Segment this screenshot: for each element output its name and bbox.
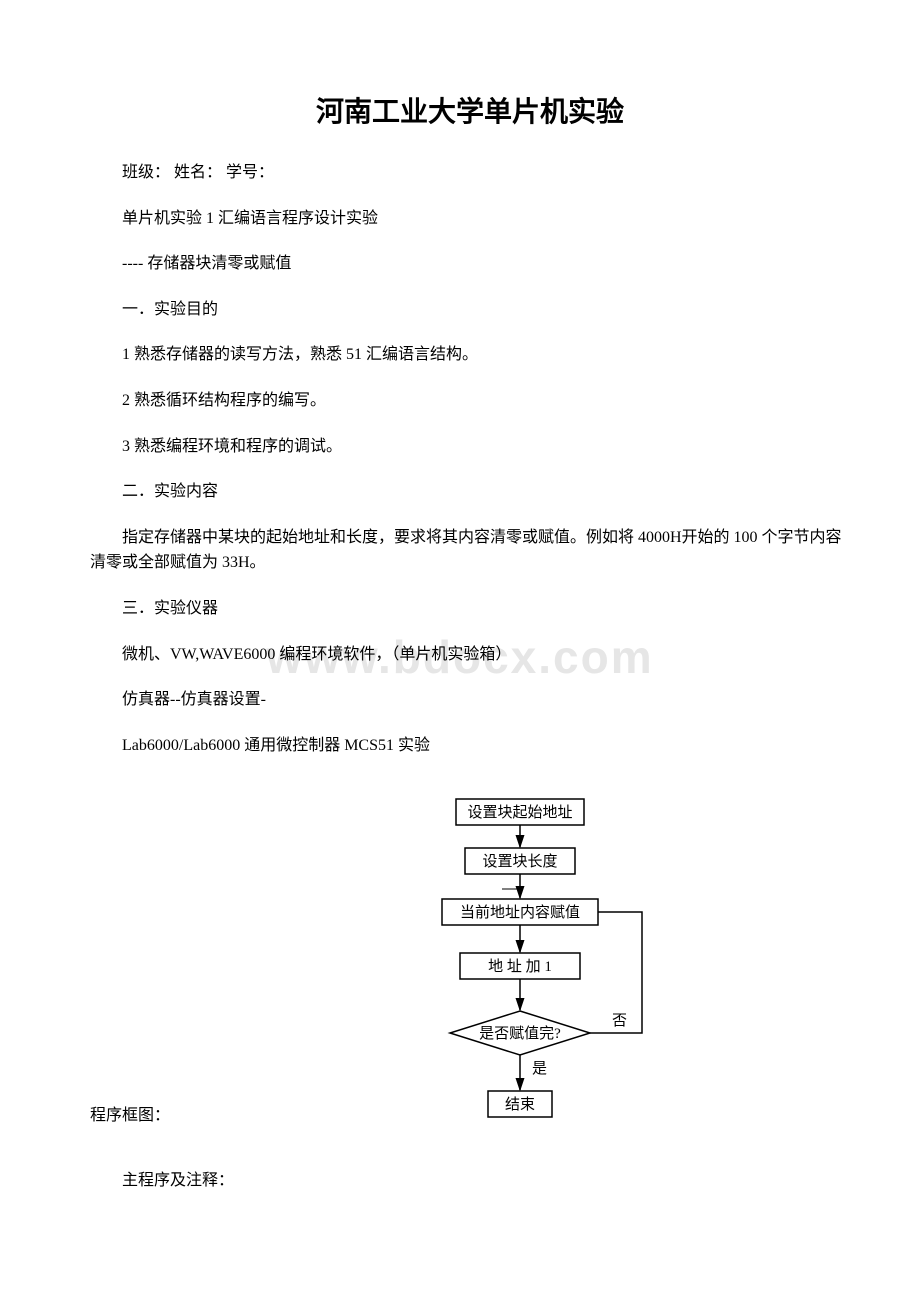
section-1-heading: 一．实验目的 xyxy=(90,297,850,323)
svg-text:当前地址内容赋值: 当前地址内容赋值 xyxy=(460,904,580,921)
svg-text:设置块长度: 设置块长度 xyxy=(483,853,558,870)
experiment-subtitle: ---- 存储器块清零或赋值 xyxy=(90,251,850,277)
instrument-3: Lab6000/Lab6000 通用微控制器 MCS51 实验 xyxy=(90,733,850,759)
instrument-1: 微机、VW,WAVE6000 编程环境软件，（单片机实验箱） xyxy=(90,642,850,668)
svg-text:否: 否 xyxy=(612,1013,627,1029)
content-body: 指定存储器中某块的起始地址和长度，要求将其内容清零或赋值。例如将 4000H开始… xyxy=(90,525,850,576)
svg-text:地 址 加 1: 地 址 加 1 xyxy=(488,958,552,975)
svg-text:设置块起始地址: 设置块起始地址 xyxy=(468,804,573,821)
section-3-heading: 三．实验仪器 xyxy=(90,596,850,622)
svg-text:结束: 结束 xyxy=(505,1096,535,1113)
page-title: 河南工业大学单片机实验 xyxy=(90,90,850,130)
instrument-2: 仿真器--仿真器设置- xyxy=(90,687,850,713)
flowchart-label: 程序框图： xyxy=(90,1103,170,1129)
main-program-label: 主程序及注释： xyxy=(90,1168,850,1194)
svg-text:是否赋值完?: 是否赋值完? xyxy=(479,1025,561,1042)
svg-text:是: 是 xyxy=(532,1061,547,1077)
goal-3: 3 熟悉编程环境和程序的调试。 xyxy=(90,434,850,460)
goal-1: 1 熟悉存储器的读写方法，熟悉 51 汇编语言结构。 xyxy=(90,342,850,368)
meta-line: 班级： 姓名： 学号： xyxy=(90,160,850,186)
experiment-title: 单片机实验 1 汇编语言程序设计实验 xyxy=(90,206,850,232)
section-2-heading: 二．实验内容 xyxy=(90,479,850,505)
goal-2: 2 熟悉循环结构程序的编写。 xyxy=(90,388,850,414)
flowchart-diagram: 是 否 设置块起始地址设置块长度当前地址内容赋值地 址 加 1 是否赋值完? 结束 xyxy=(360,793,700,1133)
